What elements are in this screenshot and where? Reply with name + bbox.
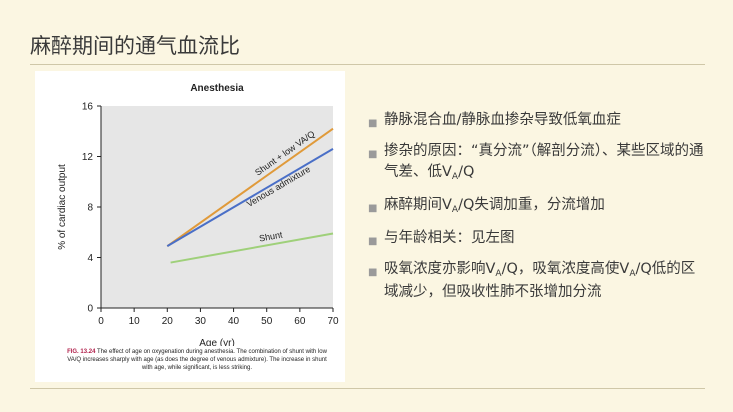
chart-title: Anesthesia	[190, 83, 244, 94]
subscript-text: A	[629, 269, 636, 279]
anesthesia-chart: Anesthesia % of cardiac output Age (yr) …	[57, 83, 339, 346]
y-tick-label: 0	[87, 304, 93, 315]
bullet-text: /Q低的区域减少，但吸收性肺不张增加分流	[384, 261, 696, 300]
x-axis-label: Age (yr)	[199, 338, 235, 346]
y-tick-label: 16	[82, 102, 94, 113]
bullet-marker-icon: ■	[368, 267, 378, 278]
slide-title: 麻醉期间的通气血流比	[30, 34, 240, 58]
bullet-item: ■ 与年龄相关：见左图	[368, 228, 708, 249]
subscript-text: A	[451, 172, 459, 182]
x-tick-label: 60	[294, 316, 306, 327]
plot-area	[101, 106, 333, 308]
figure-panel: Anesthesia % of cardiac output Age (yr) …	[35, 71, 345, 382]
bullet-text: 掺杂的原因：“真分流”（解剖分流）、某些区域的通气差、低V	[384, 143, 704, 180]
subscript-text: A	[495, 269, 502, 279]
bullet-text: 吸氧浓度亦影响V	[384, 261, 496, 277]
x-tick-label: 0	[98, 316, 104, 327]
bullet-text: /Q	[458, 164, 475, 180]
subscript-text: A	[451, 205, 459, 215]
series-label: Shunt	[258, 230, 283, 244]
bullet-list: ■ 静脉混合血/静脉血掺杂导致低氧血症 ■ 掺杂的原因：“真分流”（解剖分流）、某些区…	[368, 110, 708, 313]
bullet-item: ■ 麻醉期间VA/Q失调加重，分流增加	[368, 195, 708, 218]
figure-caption: FIG. 13.24 The effect of age on oxygenat…	[64, 348, 330, 372]
x-tick-label: 50	[261, 316, 273, 327]
y-tick-label: 12	[82, 152, 94, 163]
x-tick-label: 30	[195, 316, 207, 327]
caption-text: The effect of age on oxygenation during …	[67, 349, 327, 371]
x-tick-label: 10	[129, 316, 141, 327]
bullet-marker-icon: ■	[368, 118, 378, 129]
bullet-text: 与年龄相关：见左图	[384, 230, 515, 246]
bullet-marker-icon: ■	[368, 203, 378, 214]
bottom-divider	[30, 388, 705, 389]
x-tick-label: 40	[228, 316, 240, 327]
bullet-text: 静脉混合血/静脉血掺杂导致低氧血症	[384, 112, 621, 128]
bullet-item: ■ 掺杂的原因：“真分流”（解剖分流）、某些区域的通气差、低VA/Q	[368, 141, 708, 185]
title-divider	[30, 64, 705, 65]
x-tick-label: 70	[327, 316, 339, 327]
series-line	[166, 148, 334, 248]
y-tick-label: 4	[87, 253, 93, 264]
x-tick-label: 20	[162, 316, 174, 327]
bullet-text: 麻醉期间V	[384, 197, 452, 213]
bullet-item: ■ 静脉混合血/静脉血掺杂导致低氧血症	[368, 110, 708, 131]
bullet-item: ■ 吸氧浓度亦影响VA/Q，吸氧浓度高使VA/Q低的区域减少，但吸收性肺不张增加分…	[368, 259, 708, 303]
caption-label: FIG. 13.24	[67, 349, 96, 355]
series-line	[170, 232, 334, 264]
y-axis-label: % of cardiac output	[57, 164, 68, 250]
series-line	[166, 127, 334, 247]
bullet-text: /Q失调加重，分流增加	[458, 197, 605, 213]
bullet-text: /Q，吸氧浓度高使V	[501, 261, 630, 277]
bullet-marker-icon: ■	[368, 149, 378, 160]
bullet-marker-icon: ■	[368, 236, 378, 247]
y-tick-label: 8	[87, 203, 93, 214]
